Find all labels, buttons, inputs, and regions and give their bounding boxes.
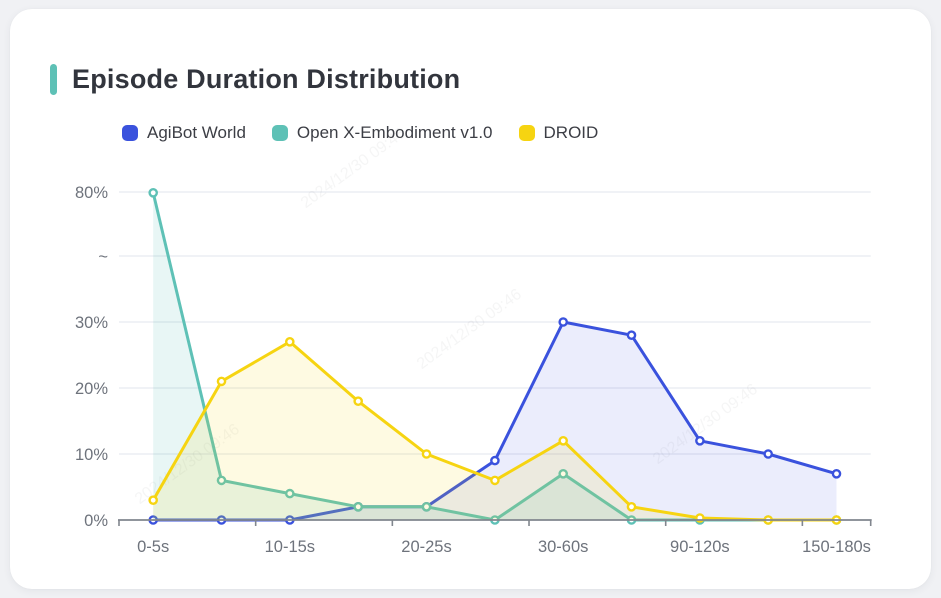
legend-item-open-x-embodiment[interactable]: Open X-Embodiment v1.0 (271, 123, 493, 143)
chart-card: Episode Duration Distribution AgiBot Wor… (10, 9, 931, 589)
x-axis (118, 519, 872, 526)
legend-item-droid[interactable]: DROID (518, 123, 599, 143)
legend-label: Open X-Embodiment v1.0 (296, 123, 493, 142)
data-point-agibot-world-8[interactable] (695, 435, 705, 446)
data-point-agibot-world-7[interactable] (626, 330, 637, 341)
legend-label: DROID (543, 123, 599, 142)
legend-swatch-droid (518, 125, 535, 141)
x-tick-label: 0-5s (137, 538, 169, 556)
title-row: Episode Duration Distribution (50, 64, 460, 95)
y-axis-break-symbol: ~ (98, 248, 108, 266)
x-tick-label: 30-60s (538, 538, 588, 556)
y-tick-label: 80% (75, 184, 108, 202)
data-point-open-x-embodiment-v1-0-1[interactable] (216, 475, 227, 486)
data-point-agibot-world-5[interactable] (490, 455, 500, 466)
legend-swatch-agibot-world (122, 125, 138, 141)
page-title: Episode Duration Distribution (72, 64, 461, 94)
x-tick-label: 20-25s (401, 538, 451, 556)
series-area-agibot-world (153, 322, 837, 520)
data-point-open-x-embodiment-v1-0-4[interactable] (421, 501, 432, 512)
y-axis-labels: 0% 10% 20% 30% ~80% (75, 184, 108, 530)
data-point-open-x-embodiment-v1-0-0[interactable] (148, 187, 158, 198)
legend-swatch-open-x-embodiment (271, 125, 288, 141)
x-axis-labels: 0-5s 10-15s 20-25s 30-60s 90-120s 150-180s (137, 538, 871, 556)
y-tick-label: 0% (84, 512, 108, 530)
data-point-droid-4[interactable] (421, 449, 432, 459)
data-point-open-x-embodiment-v1-0-2[interactable] (284, 488, 295, 499)
data-point-droid-3[interactable] (353, 396, 364, 407)
title-accent-bar (50, 64, 57, 95)
data-point-droid-0[interactable] (148, 495, 158, 506)
series-area-open-x-embodiment-v1-0 (153, 192, 837, 521)
data-point-agibot-world-9[interactable] (763, 449, 774, 459)
x-tick-label: 150-180s (802, 538, 871, 556)
x-tick-label: 90-120s (670, 538, 730, 556)
data-point-open-x-embodiment-v1-0-6[interactable] (558, 468, 569, 479)
svg-text:2024/12/30 09:46: 2024/12/30 09:46 (414, 286, 525, 373)
data-point-droid-5[interactable] (490, 475, 500, 486)
data-point-droid-6[interactable] (558, 435, 569, 446)
y-tick-label: 30% (75, 314, 108, 332)
legend-item-agibot-world[interactable]: AgiBot World (122, 123, 246, 143)
y-tick-label: 20% (75, 380, 108, 398)
y-tick-label: 10% (75, 446, 108, 464)
svg-text:2024/12/30 09:46: 2024/12/30 09:46 (298, 125, 409, 212)
series-area-droid (153, 341, 837, 520)
legend-label: AgiBot World (147, 123, 246, 142)
data-point-open-x-embodiment-v1-0-3[interactable] (353, 501, 364, 512)
data-point-droid-7[interactable] (626, 501, 637, 512)
y-gridlines (119, 191, 871, 455)
x-tick-label: 10-15s (265, 538, 315, 556)
data-point-droid-2[interactable] (284, 336, 295, 347)
data-point-agibot-world-10[interactable] (831, 468, 842, 479)
chart-legend: AgiBot World Open X-Embodiment v1.0 DROI… (122, 123, 598, 143)
data-point-agibot-world-6[interactable] (558, 317, 569, 327)
data-point-droid-1[interactable] (216, 376, 227, 387)
